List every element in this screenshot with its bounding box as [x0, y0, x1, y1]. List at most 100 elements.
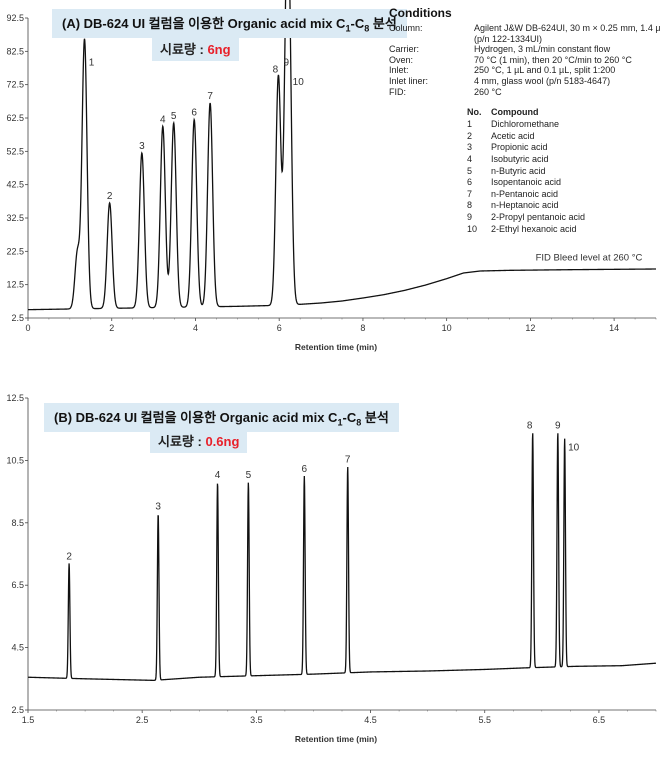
compound-number: 8 — [467, 200, 473, 211]
x-tick-label: 6.5 — [593, 715, 606, 725]
x-tick-label: 4 — [193, 323, 198, 333]
x-tick-label: 0 — [25, 323, 30, 333]
compound-header-no: No. — [467, 107, 482, 118]
panel-b-title: (B) DB-624 UI 컬럼을 이용한 Organic acid mix C… — [44, 403, 399, 432]
peak-label: 7 — [207, 91, 213, 102]
compound-number: 4 — [467, 154, 473, 164]
compound-number: 7 — [467, 188, 473, 199]
compound-name: Isopentanoic acid — [491, 177, 562, 188]
condition-value: 4 mm, glass wool (p/n 5183-4647) — [474, 76, 611, 86]
y-tick-label: 8.5 — [11, 518, 24, 528]
condition-label: Inlet liner: — [389, 76, 429, 86]
y-tick-label: 12.5 — [6, 280, 24, 290]
x-tick-label: 14 — [609, 323, 619, 333]
conditions-block: Column: Agilent J&W DB-624UI, 30 m × 0.25… — [389, 23, 660, 273]
x-tick-label: 12 — [525, 323, 535, 333]
y-tick-label: 6.5 — [11, 580, 24, 590]
y-tick-label: 10.5 — [6, 455, 24, 465]
compound-number: 2 — [467, 130, 473, 141]
panel-b-amount: 시료량 : 0.6ng — [150, 428, 248, 453]
condition-label: Oven: — [389, 54, 414, 65]
y-tick-label: 62.5 — [6, 113, 24, 123]
y-tick-label: 72.5 — [6, 80, 24, 90]
y-tick-label: 12.5 — [6, 393, 24, 403]
y-tick-label: 2.5 — [11, 705, 24, 715]
chromatogram-trace — [27, 0, 656, 311]
compound-number: 1 — [467, 119, 473, 130]
peak-label: 6 — [302, 464, 308, 475]
condition-value: 250 °C, 1 µL and 0.1 µL, split 1:200 — [474, 65, 616, 76]
compound-number: 6 — [467, 177, 473, 188]
panel-a-title-text: (A) DB-624 UI 컬럼을 이용한 Organic acid mix C… — [62, 16, 397, 34]
condition-label: Carrier: — [389, 44, 420, 55]
x-tick-label: 2.5 — [136, 715, 149, 725]
peak-label: 8 — [273, 64, 279, 75]
peak-label: 2 — [107, 191, 113, 202]
peak-label: 6 — [191, 108, 197, 119]
compound-name: Propionic acid — [491, 142, 548, 153]
peak-label: 4 — [160, 114, 166, 125]
compound-name: Acetic acid — [491, 130, 535, 141]
peak-label: 5 — [171, 111, 177, 122]
panel-b-title-text: (B) DB-624 UI 컬럼을 이용한 Organic acid mix C… — [54, 410, 389, 428]
compound-number: 3 — [467, 142, 473, 153]
y-tick-label: 92.5 — [6, 13, 24, 23]
compound-name: Isobutyric acid — [491, 154, 549, 164]
x-tick-label: 3.5 — [250, 715, 263, 725]
peak-label: 2 — [66, 551, 72, 562]
compound-name: Dichloromethane — [491, 119, 560, 130]
compound-number: 5 — [467, 165, 473, 176]
compound-name: n-Pentanoic acid — [491, 188, 559, 199]
y-tick-label: 2.5 — [11, 313, 24, 323]
compound-name: n-Heptanoic acid — [491, 200, 559, 211]
bleed-annotation: FID Bleed level at 260 °C — [536, 252, 643, 263]
compound-header-name: Compound — [491, 107, 539, 118]
peak-label: 10 — [293, 77, 305, 88]
x-tick-label: 10 — [442, 323, 452, 333]
condition-value: (p/n 122-1334UI) — [474, 33, 543, 44]
compound-name: 2-Ethyl hexanoic acid — [491, 223, 577, 234]
peak-label: 10 — [568, 443, 580, 454]
peak-label: 3 — [139, 141, 145, 152]
x-tick-label: 8 — [360, 323, 365, 333]
compound-number: 10 — [467, 223, 478, 234]
x-tick-label: 2 — [109, 323, 114, 333]
condition-value: Hydrogen, 3 mL/min constant flow — [474, 44, 611, 55]
panel-b-amount-value: 0.6ng — [205, 434, 240, 449]
y-tick-label: 32.5 — [6, 213, 24, 223]
y-tick-label: 82.5 — [6, 46, 24, 56]
y-tick-label: 22.5 — [6, 246, 24, 256]
x-axis-label: Retention time (min) — [295, 342, 377, 352]
compound-name: n-Butyric acid — [491, 165, 546, 176]
compound-name: 2-Propyl pentanoic acid — [491, 212, 586, 222]
panel-a-title: (A) DB-624 UI 컬럼을 이용한 Organic acid mix C… — [52, 9, 407, 38]
y-tick-label: 42.5 — [6, 180, 24, 190]
peak-label: 7 — [345, 455, 351, 466]
peak-label: 9 — [284, 58, 290, 69]
peak-label: 4 — [215, 470, 221, 481]
condition-value: 70 °C (1 min), then 20 °C/min to 260 °C — [474, 54, 632, 65]
condition-label: Column: — [389, 23, 423, 33]
panel-a-amount-value: 6ng — [207, 42, 231, 57]
x-axis-label: Retention time (min) — [295, 734, 377, 744]
x-tick-label: 1.5 — [22, 715, 35, 725]
condition-value: 260 °C — [474, 86, 502, 97]
peak-label: 9 — [555, 420, 561, 431]
conditions-heading: Conditions — [389, 6, 452, 20]
peak-label: 8 — [527, 420, 533, 431]
peak-label: 1 — [89, 58, 95, 69]
peak-label: 3 — [155, 501, 161, 512]
x-tick-label: 5.5 — [478, 715, 491, 725]
x-tick-label: 6 — [277, 323, 282, 333]
y-tick-label: 52.5 — [6, 146, 24, 156]
condition-label: Inlet: — [389, 65, 409, 76]
panel-b-amount-label: 시료량 : — [158, 434, 206, 449]
condition-value: Agilent J&W DB-624UI, 30 m × 0.25 mm, 1.… — [474, 23, 660, 33]
y-tick-label: 4.5 — [11, 643, 24, 653]
condition-label: FID: — [389, 86, 406, 97]
compound-number: 9 — [467, 212, 473, 222]
panel-a-amount-label: 시료량 : — [160, 42, 208, 57]
peak-label: 5 — [246, 470, 252, 481]
x-tick-label: 4.5 — [364, 715, 377, 725]
